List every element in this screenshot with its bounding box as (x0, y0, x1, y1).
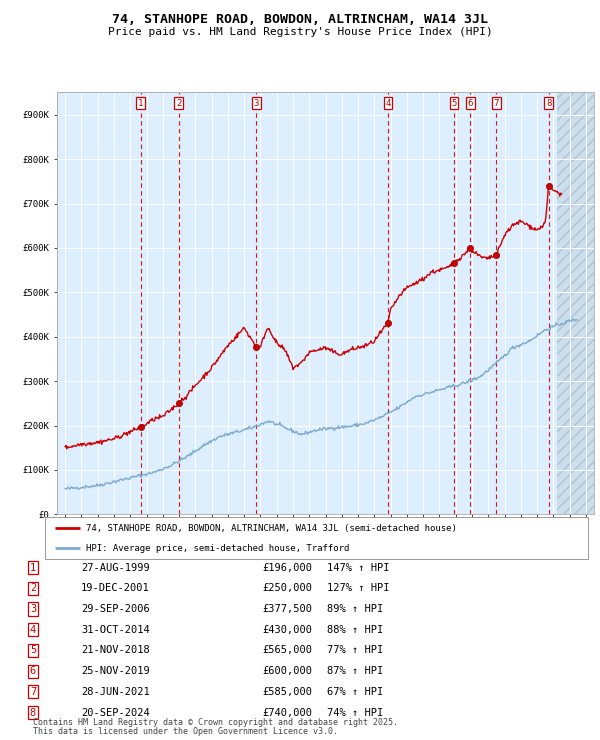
Text: HPI: Average price, semi-detached house, Trafford: HPI: Average price, semi-detached house,… (86, 544, 349, 553)
Text: 7: 7 (494, 99, 499, 108)
Text: 21-NOV-2018: 21-NOV-2018 (81, 645, 150, 656)
Text: 5: 5 (30, 645, 36, 656)
Text: £585,000: £585,000 (262, 687, 312, 697)
Text: 1: 1 (30, 562, 36, 573)
Text: 74, STANHOPE ROAD, BOWDON, ALTRINCHAM, WA14 3JL: 74, STANHOPE ROAD, BOWDON, ALTRINCHAM, W… (112, 13, 488, 27)
Text: 4: 4 (30, 625, 36, 635)
Text: 19-DEC-2001: 19-DEC-2001 (81, 583, 150, 593)
Text: £196,000: £196,000 (262, 562, 312, 573)
Text: £430,000: £430,000 (262, 625, 312, 635)
Text: 2: 2 (30, 583, 36, 593)
Text: £377,500: £377,500 (262, 604, 312, 614)
Text: 5: 5 (451, 99, 457, 108)
Text: 2: 2 (176, 99, 181, 108)
Text: 127% ↑ HPI: 127% ↑ HPI (327, 583, 389, 593)
Text: 7: 7 (30, 687, 36, 697)
Text: 6: 6 (467, 99, 473, 108)
Text: 89% ↑ HPI: 89% ↑ HPI (327, 604, 383, 614)
Text: £740,000: £740,000 (262, 707, 312, 718)
Text: 27-AUG-1999: 27-AUG-1999 (81, 562, 150, 573)
Text: 67% ↑ HPI: 67% ↑ HPI (327, 687, 383, 697)
Text: 147% ↑ HPI: 147% ↑ HPI (327, 562, 389, 573)
Text: 74% ↑ HPI: 74% ↑ HPI (327, 707, 383, 718)
Text: 8: 8 (546, 99, 551, 108)
Text: 87% ↑ HPI: 87% ↑ HPI (327, 666, 383, 676)
Text: 3: 3 (254, 99, 259, 108)
Text: 8: 8 (30, 707, 36, 718)
Text: £565,000: £565,000 (262, 645, 312, 656)
Text: This data is licensed under the Open Government Licence v3.0.: This data is licensed under the Open Gov… (33, 727, 338, 736)
Text: £250,000: £250,000 (262, 583, 312, 593)
Text: 31-OCT-2014: 31-OCT-2014 (81, 625, 150, 635)
Text: Contains HM Land Registry data © Crown copyright and database right 2025.: Contains HM Land Registry data © Crown c… (33, 718, 398, 727)
Text: 6: 6 (30, 666, 36, 676)
Text: 25-NOV-2019: 25-NOV-2019 (81, 666, 150, 676)
Text: 74, STANHOPE ROAD, BOWDON, ALTRINCHAM, WA14 3JL (semi-detached house): 74, STANHOPE ROAD, BOWDON, ALTRINCHAM, W… (86, 524, 457, 533)
Text: £600,000: £600,000 (262, 666, 312, 676)
Text: 1: 1 (138, 99, 143, 108)
Text: 29-SEP-2006: 29-SEP-2006 (81, 604, 150, 614)
Text: 4: 4 (385, 99, 391, 108)
Text: 20-SEP-2024: 20-SEP-2024 (81, 707, 150, 718)
Text: Price paid vs. HM Land Registry's House Price Index (HPI): Price paid vs. HM Land Registry's House … (107, 27, 493, 37)
Text: 77% ↑ HPI: 77% ↑ HPI (327, 645, 383, 656)
Bar (557, 92, 594, 514)
Text: 88% ↑ HPI: 88% ↑ HPI (327, 625, 383, 635)
Text: 3: 3 (30, 604, 36, 614)
Text: 28-JUN-2021: 28-JUN-2021 (81, 687, 150, 697)
